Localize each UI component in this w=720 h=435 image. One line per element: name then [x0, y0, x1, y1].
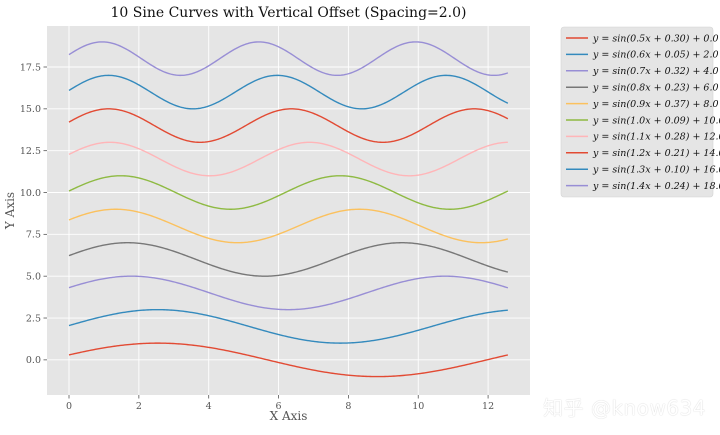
legend: y = sin(0.5x + 0.30) + 0.0 y = sin(0.6x +… [560, 26, 720, 198]
y-tick-label: 2.5 [26, 313, 41, 324]
plot-area [47, 26, 530, 395]
series-line [68, 242, 509, 277]
legend-entry: y = sin(1.1x + 0.28) + 12.0 [592, 132, 720, 143]
series-line [68, 175, 509, 210]
x-tick-label: 4 [206, 401, 212, 412]
legend-box [560, 26, 714, 198]
x-tick-label: 12 [482, 401, 494, 412]
legend-entry: y = sin(1.4x + 0.24) + 18.0 [592, 181, 720, 192]
y-tick-label: 5.0 [26, 271, 41, 282]
x-axis-label: X Axis [270, 409, 308, 423]
y-tick-label: 12.5 [20, 146, 41, 157]
legend-entry: y = sin(1.0x + 0.09) + 10.0 [592, 115, 720, 126]
series-line [68, 308, 508, 344]
y-tick-label: 0.0 [26, 355, 41, 366]
legend-entry: y = sin(0.6x + 0.05) + 2.0 [592, 50, 719, 61]
x-tick-label: 8 [345, 401, 351, 412]
y-axis-label: Y Axis [3, 192, 17, 230]
series-line [68, 275, 509, 311]
x-tick-label: 2 [136, 401, 142, 412]
legend-entry: y = sin(1.2x + 0.21) + 14.0 [592, 148, 720, 159]
x-tick-label: 10 [412, 401, 424, 412]
watermark: 知乎 @know634 [543, 396, 706, 420]
series-line [68, 342, 509, 378]
x-tick-label: 0 [66, 401, 72, 412]
legend-entry: y = sin(1.3x + 0.10) + 16.0 [592, 165, 720, 176]
series-line [68, 41, 509, 77]
series-line [68, 208, 509, 244]
legend-entry: y = sin(0.5x + 0.30) + 0.0 [592, 33, 719, 44]
y-tick-label: 7.5 [26, 230, 41, 241]
y-tick-label: 10.0 [20, 188, 41, 199]
legend-entry: y = sin(0.7x + 0.32) + 4.0 [592, 66, 719, 77]
series-line [68, 108, 509, 143]
y-tick-label: 15.0 [20, 104, 41, 115]
series-line [68, 141, 508, 177]
chart-title: 10 Sine Curves with Vertical Offset (Spa… [111, 5, 467, 21]
series-lines [68, 41, 509, 378]
legend-entry: y = sin(0.9x + 0.37) + 8.0 [592, 99, 719, 110]
series-line [68, 74, 509, 110]
y-tick-label: 17.5 [20, 62, 41, 73]
axes: 0 2 4 6 8 10 12 0.0 2.5 5.0 7.5 10.0 12.5 15.0 17.5 [20, 62, 494, 412]
legend-entry: y = sin(0.8x + 0.23) + 6.0 [592, 83, 719, 94]
x-tick-label: 6 [276, 401, 282, 412]
